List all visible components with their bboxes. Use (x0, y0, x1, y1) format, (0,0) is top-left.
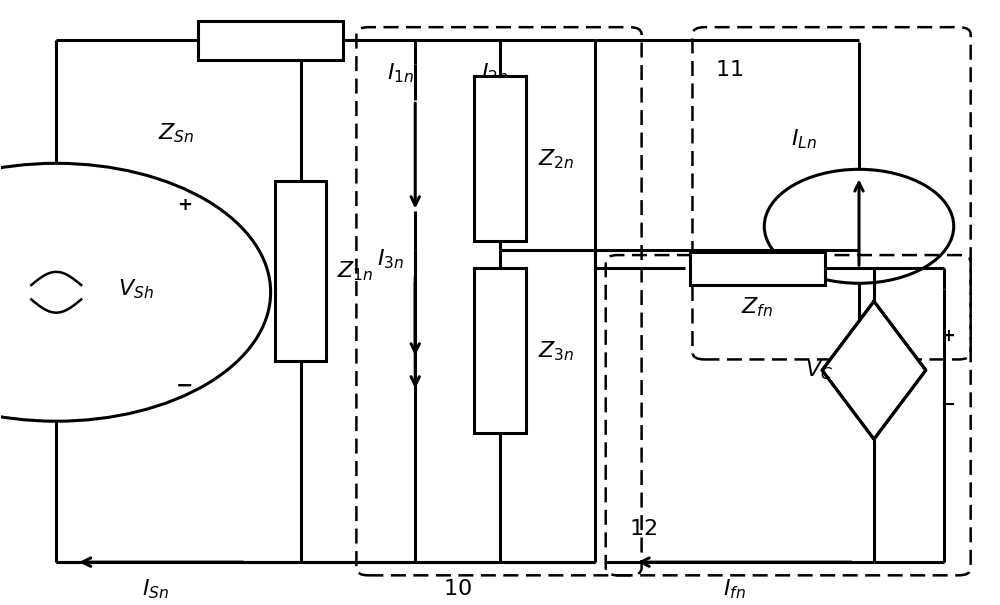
Text: −: − (940, 396, 955, 414)
Text: $I_{3n}$: $I_{3n}$ (377, 247, 404, 271)
Text: $V_C$: $V_C$ (805, 358, 833, 382)
Text: $Z_{1n}$: $Z_{1n}$ (337, 260, 374, 283)
Text: $I_{Ln}$: $I_{Ln}$ (791, 128, 817, 151)
Text: $Z_{Sn}$: $Z_{Sn}$ (158, 122, 194, 145)
Text: $Z_{fn}$: $Z_{fn}$ (741, 295, 773, 319)
Polygon shape (822, 301, 926, 439)
Text: $Z_{3n}$: $Z_{3n}$ (538, 339, 574, 362)
Text: $10$: $10$ (443, 578, 472, 600)
Text: +: + (941, 327, 955, 345)
FancyBboxPatch shape (690, 252, 825, 285)
FancyBboxPatch shape (275, 182, 326, 361)
Text: $I_{fn}$: $I_{fn}$ (723, 577, 746, 601)
FancyBboxPatch shape (474, 76, 526, 241)
Text: −: − (176, 375, 194, 395)
Text: +: + (177, 195, 192, 214)
Text: $I_{Sn}$: $I_{Sn}$ (142, 577, 170, 601)
Text: $I_{1n}$: $I_{1n}$ (387, 62, 414, 85)
Text: $I_{2n}$: $I_{2n}$ (481, 62, 509, 85)
FancyBboxPatch shape (198, 21, 343, 60)
Text: $12$: $12$ (629, 518, 657, 540)
FancyBboxPatch shape (474, 268, 526, 433)
Text: $11$: $11$ (715, 59, 744, 81)
Text: $Z_{2n}$: $Z_{2n}$ (538, 147, 574, 171)
Text: $V_{Sh}$: $V_{Sh}$ (118, 278, 154, 301)
